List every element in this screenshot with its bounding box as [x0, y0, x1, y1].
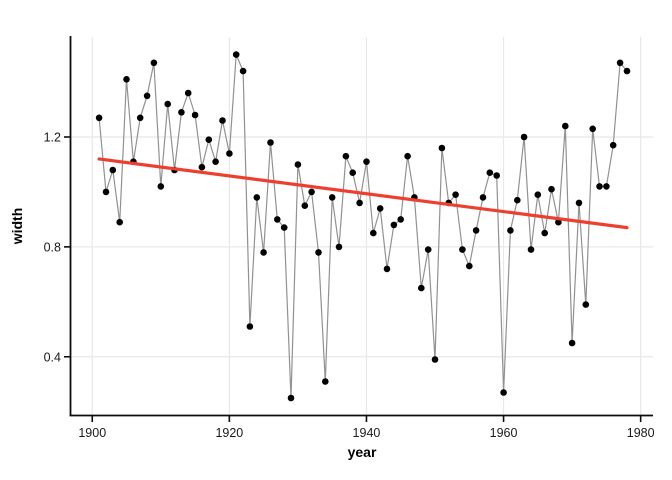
data-point: [466, 262, 473, 270]
x-tick-label: 1920: [215, 426, 243, 440]
data-point: [418, 284, 425, 292]
data-point: [486, 169, 494, 176]
data-point: [280, 224, 288, 231]
data-point: [520, 133, 528, 141]
data-point: [260, 249, 267, 256]
data-point: [493, 172, 501, 179]
data-point: [212, 158, 219, 165]
data-point: [274, 216, 281, 223]
data-point: [472, 227, 480, 234]
data-point: [267, 139, 274, 146]
y-axis-title: width: [9, 207, 25, 245]
data-point: [548, 185, 555, 193]
data-point: [479, 194, 487, 201]
data-point: [226, 150, 233, 157]
data-point: [301, 202, 309, 209]
data-point: [315, 249, 322, 256]
data-point: [294, 161, 302, 168]
data-point: [534, 191, 542, 198]
x-tick-label: 1940: [353, 426, 381, 440]
data-point: [589, 125, 596, 133]
trend-line: [97, 157, 629, 230]
data-point: [178, 109, 185, 116]
data-point: [349, 169, 357, 176]
data-point: [335, 243, 343, 251]
data-point: [459, 246, 466, 253]
x-tick-label: 1980: [627, 426, 655, 440]
x-tick-label: 1960: [490, 426, 518, 440]
data-point: [322, 378, 329, 385]
y-tick-label: 0.4: [44, 350, 61, 364]
data-point: [205, 136, 213, 143]
data-point: [219, 117, 226, 124]
data-point: [603, 183, 610, 190]
data-point: [109, 166, 117, 174]
data-point: [150, 59, 158, 67]
data-point: [376, 205, 384, 212]
y-tick-label: 0.8: [44, 240, 61, 254]
data-point: [582, 301, 590, 308]
data-point: [452, 191, 459, 198]
data-point: [308, 188, 315, 196]
data-point: [253, 194, 261, 201]
data-point: [184, 89, 192, 97]
data-point: [116, 218, 123, 226]
data-point: [404, 152, 411, 160]
data-point: [623, 67, 631, 75]
data-point: [397, 216, 405, 223]
data-point: [541, 229, 548, 237]
data-point: [370, 229, 377, 237]
data-point: [342, 152, 350, 160]
data-point: [246, 323, 254, 330]
data-point: [191, 111, 199, 119]
data-point: [424, 246, 432, 253]
y-tick-label: 1.2: [44, 130, 61, 144]
data-point: [383, 265, 391, 273]
data-point: [164, 100, 171, 108]
data-point: [575, 199, 583, 207]
x-tick-label: 1900: [78, 426, 106, 440]
data-point: [95, 114, 103, 122]
data-point: [527, 246, 535, 253]
data-point: [568, 339, 576, 347]
data-point: [363, 158, 370, 165]
data-point: [328, 194, 336, 201]
data-point: [143, 92, 151, 100]
data-point: [390, 221, 398, 229]
data-point: [616, 59, 624, 67]
data-point: [198, 163, 206, 171]
x-axis-title: year: [347, 444, 377, 460]
data-point: [507, 227, 514, 234]
series-line: [98, 53, 628, 399]
data-point: [609, 141, 617, 149]
data-point: [514, 196, 521, 204]
data-point: [157, 183, 165, 190]
data-point: [239, 67, 247, 75]
data-point: [356, 199, 363, 207]
data-point: [287, 394, 295, 402]
data-point: [431, 356, 439, 363]
data-point: [102, 188, 110, 196]
data-point: [500, 389, 507, 396]
data-point: [562, 122, 569, 130]
data-point: [232, 51, 240, 58]
data-point: [438, 144, 446, 152]
data-point: [123, 76, 130, 83]
data-point: [136, 114, 144, 122]
data-point: [596, 183, 603, 190]
